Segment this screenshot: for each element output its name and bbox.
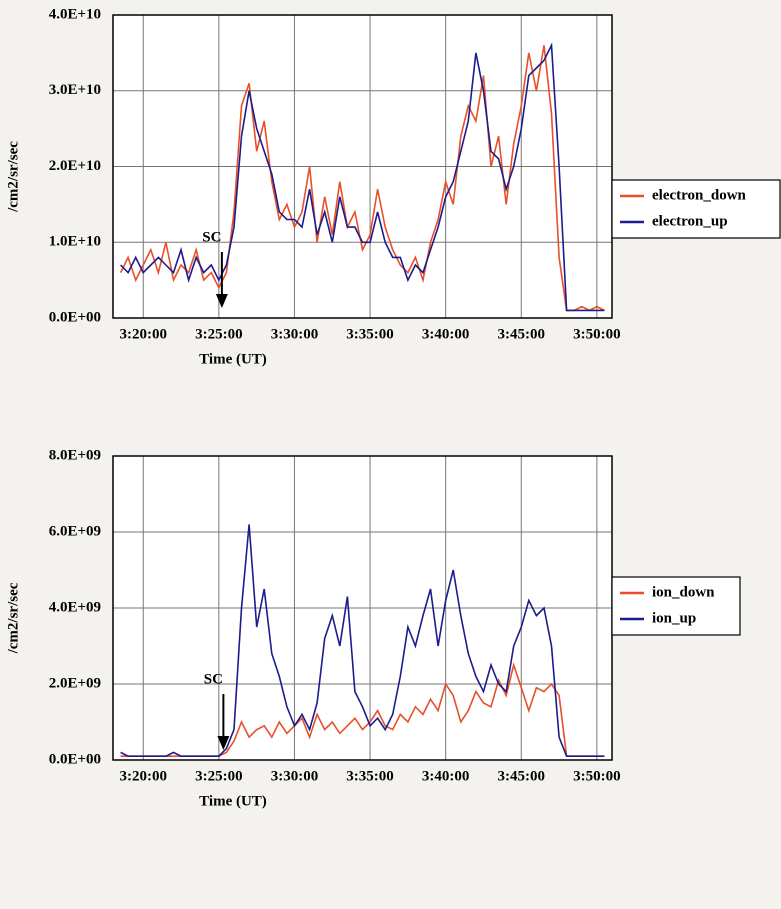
x-tick-label: 3:20:00 (119, 326, 167, 342)
annotation: SC (202, 229, 221, 245)
y-tick-label: 8.0E+09 (49, 447, 101, 463)
x-tick-label: 3:40:00 (422, 768, 470, 784)
x-tick-label: 3:50:00 (573, 326, 621, 342)
annotation-arrowhead (215, 294, 228, 308)
x-tick-label: 3:30:00 (271, 326, 319, 342)
x-tick-label: 3:25:00 (195, 768, 243, 784)
y-axis-label: /cm2/sr/sec (5, 141, 21, 213)
legend-label: electron_down (652, 187, 747, 203)
x-tick-label: 3:50:00 (573, 768, 621, 784)
plot-border (112, 14, 613, 319)
y-tick-label: 2.0E+10 (49, 158, 101, 174)
x-tick-label: 3:45:00 (498, 768, 546, 784)
annotation: SC (204, 671, 223, 687)
x-tick-label: 3:40:00 (422, 326, 470, 342)
x-axis-label: Time (UT) (199, 351, 267, 367)
legend-box (611, 576, 741, 636)
y-tick-label: 0.0E+00 (49, 309, 101, 325)
annotation-arrowhead (217, 736, 230, 750)
y-tick-label: 4.0E+09 (49, 599, 101, 615)
y-tick-label: 3.0E+10 (49, 82, 101, 98)
legend-box (611, 179, 781, 239)
legend-label: ion_up (652, 610, 696, 626)
y-axis-label: /cm2/sr/sec (5, 582, 21, 654)
x-tick-label: 3:45:00 (498, 326, 546, 342)
x-axis-label: Time (UT) (199, 793, 267, 809)
y-tick-label: 2.0E+09 (49, 675, 101, 691)
x-tick-label: 3:20:00 (119, 768, 167, 784)
y-tick-label: 0.0E+00 (49, 751, 101, 767)
data-line (120, 524, 605, 757)
x-tick-label: 3:35:00 (346, 768, 394, 784)
y-tick-label: 4.0E+10 (49, 6, 101, 22)
y-tick-label: 6.0E+09 (49, 523, 101, 539)
y-tick-label: 1.0E+10 (49, 234, 101, 250)
legend-label: electron_up (652, 213, 728, 229)
x-tick-label: 3:35:00 (346, 326, 394, 342)
data-line (120, 42, 605, 312)
x-tick-label: 3:25:00 (195, 326, 243, 342)
legend-label: ion_down (652, 584, 715, 600)
data-line (119, 45, 605, 312)
x-tick-label: 3:30:00 (271, 768, 319, 784)
